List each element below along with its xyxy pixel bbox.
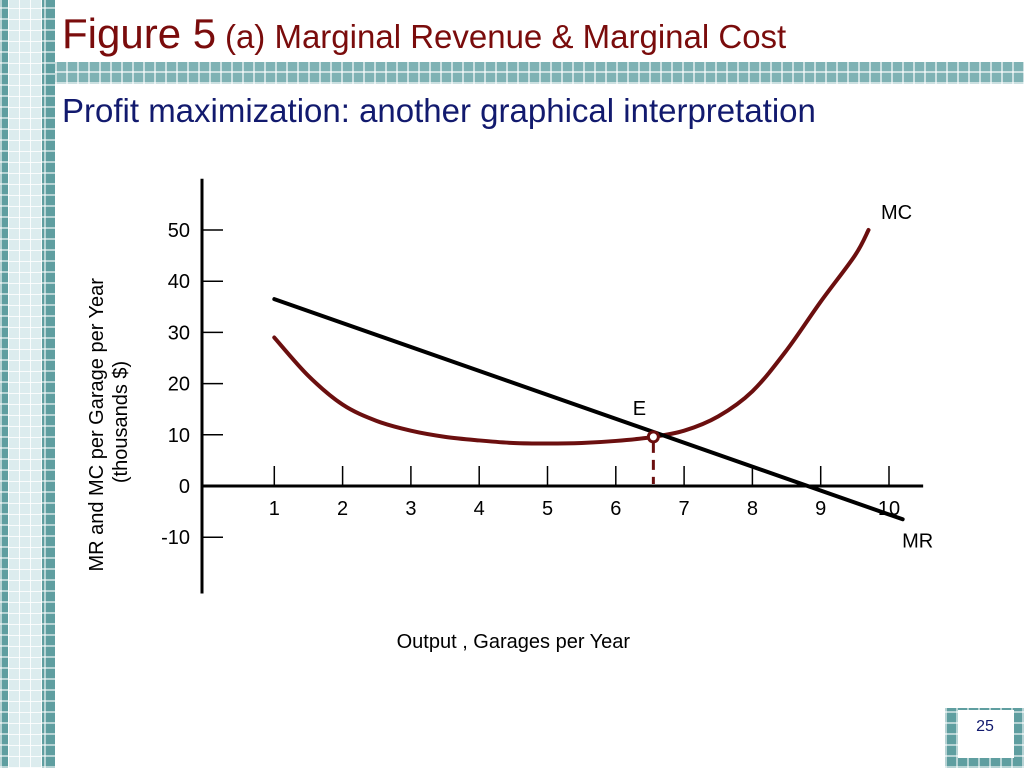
x-tick-label: 6 xyxy=(610,498,621,520)
y-tick-label: 0 xyxy=(179,476,190,498)
y-axis-title-line-1: MR and MC per Garage per Year xyxy=(86,278,108,572)
x-tick-label: 7 xyxy=(679,498,690,520)
x-tick-label: 4 xyxy=(474,498,485,520)
mr-line xyxy=(272,297,905,522)
mc-series-label: MC xyxy=(881,202,912,224)
slide-title-sub: (a) Marginal Revenue & Marginal Cost xyxy=(224,18,787,55)
x-tick-label: 3 xyxy=(405,498,416,520)
x-axis-title: Output , Garages per Year xyxy=(397,631,631,653)
x-tick-label: 9 xyxy=(815,498,826,520)
page-number-box xyxy=(958,710,1014,758)
x-tick-label: 5 xyxy=(542,498,553,520)
equilibrium-label: E xyxy=(633,398,646,420)
y-tick-label: 30 xyxy=(168,322,190,344)
mc-curve xyxy=(272,228,871,446)
y-axis-title-line-2: (thousands $) xyxy=(110,361,132,483)
chart-axes xyxy=(200,178,924,594)
page-number: 25 xyxy=(976,718,994,735)
slide-subtitle: Profit maximization: another graphical i… xyxy=(62,92,816,129)
x-tick-label: 1 xyxy=(269,498,280,520)
mr-series-label: MR xyxy=(902,530,933,552)
y-tick-label: 40 xyxy=(168,271,190,293)
left-decorative-strip xyxy=(0,0,55,768)
y-tick-label: 10 xyxy=(168,425,190,447)
equilibrium-point xyxy=(646,430,660,444)
top-decorative-band xyxy=(55,62,1024,84)
slide-title-main: Figure 5 xyxy=(62,10,217,57)
x-tick-label: 2 xyxy=(337,498,348,520)
x-tick-label: 8 xyxy=(747,498,758,520)
slide-title: Figure 5 (a) Marginal Revenue & Marginal… xyxy=(62,10,786,58)
y-tick-label: 50 xyxy=(168,220,190,242)
y-axis-title: MR and MC per Garage per Year (thousands… xyxy=(86,272,132,571)
y-tick-label: 20 xyxy=(168,374,190,396)
y-tick-label: -10 xyxy=(161,527,190,549)
